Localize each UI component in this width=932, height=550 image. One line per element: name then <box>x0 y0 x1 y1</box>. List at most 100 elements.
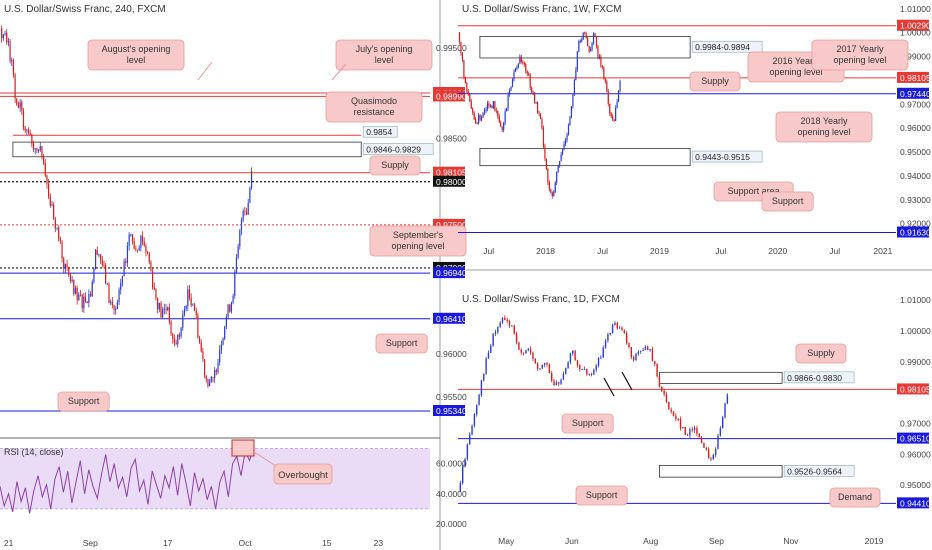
candle-body <box>46 175 48 184</box>
zone-d1-0 <box>659 371 783 384</box>
candle-body <box>58 227 60 240</box>
candle-body <box>621 327 623 331</box>
candle-body <box>103 264 105 266</box>
candle-body <box>89 293 92 297</box>
candle-body <box>2 34 4 39</box>
candle-body <box>593 369 595 375</box>
candle-body <box>536 102 539 113</box>
x-tick-label: Nov <box>783 536 799 546</box>
candle-body <box>566 134 568 141</box>
candle-body <box>198 337 201 343</box>
candle-body <box>518 342 520 350</box>
candle-body <box>619 80 621 91</box>
price-tag: 0.96940 <box>436 268 467 278</box>
candle-body <box>576 360 579 366</box>
candle-body <box>558 382 560 384</box>
candle-body <box>595 365 597 370</box>
candle-body <box>545 158 547 169</box>
candle-body <box>583 368 586 370</box>
candle-body <box>12 60 15 75</box>
candle-body <box>686 434 689 436</box>
candle-body <box>517 63 520 68</box>
chart-title: U.S. Dollar/Swiss Franc, 1W, FXCM <box>462 4 621 15</box>
candle-body <box>69 274 72 282</box>
candle-body <box>480 380 483 395</box>
candle-body <box>538 112 540 114</box>
candle-body <box>602 347 604 358</box>
price-tag-box <box>897 383 929 395</box>
candle-body <box>532 92 534 94</box>
candle-body <box>567 125 570 135</box>
candle-body <box>98 254 100 256</box>
candle-body <box>506 108 508 112</box>
candle-body <box>490 345 492 353</box>
candle-body <box>63 258 65 269</box>
price-tag-box <box>897 226 929 238</box>
candle-body <box>483 110 486 113</box>
candle-body <box>464 459 466 466</box>
candle-body <box>486 103 489 110</box>
candle-body <box>76 287 78 300</box>
zone-d1-1 <box>659 465 783 478</box>
candle-body <box>458 32 461 43</box>
y-tick-label: 1.00000 <box>900 326 931 336</box>
candle-body <box>595 35 598 47</box>
y-tick-label: 0.95000 <box>900 147 931 157</box>
candle-body <box>534 92 536 103</box>
candle-body <box>615 107 617 121</box>
x-tick-label: 21 <box>4 538 14 548</box>
callout-box <box>795 343 847 364</box>
callout-box <box>775 111 873 143</box>
candle-body <box>562 149 564 155</box>
candle-body <box>26 129 28 131</box>
candle-body <box>665 394 668 403</box>
callout-text: 2018 Yearly <box>800 116 848 126</box>
candle-body <box>724 403 726 418</box>
candle-body <box>118 289 120 303</box>
y-tick-label: 0.94000 <box>900 171 931 181</box>
candle-body <box>68 267 70 275</box>
price-tag: 1.00290 <box>900 21 931 31</box>
candle-body <box>203 359 206 376</box>
candle-body <box>53 204 55 220</box>
candle-body <box>506 320 508 322</box>
candle-body <box>177 334 179 345</box>
zone-line-label-box <box>362 125 398 138</box>
candle-body <box>644 346 647 350</box>
y-tick-label: 0.97000 <box>900 419 931 429</box>
candle-body <box>495 110 497 112</box>
arrow-marker <box>603 377 615 397</box>
candle-body <box>473 414 476 426</box>
candle-body <box>544 146 546 159</box>
candle-body <box>710 458 712 460</box>
candle-body <box>579 365 581 370</box>
candle-body <box>242 211 244 220</box>
candle-body <box>597 357 600 366</box>
candle-body <box>575 69 577 81</box>
candle-body <box>106 283 108 285</box>
candle-body <box>146 251 149 254</box>
candles-d1 <box>459 315 729 493</box>
candle-body <box>691 429 693 431</box>
y-tick-label: 0.99000 <box>900 52 931 62</box>
callout-text: 2016 Yearly <box>772 56 820 66</box>
rsi-y-tick: 40.0000 <box>436 489 467 499</box>
candle-body <box>497 110 499 117</box>
candle-body <box>642 349 644 351</box>
candle-body <box>64 263 67 269</box>
candle-body <box>227 304 229 317</box>
candle-body <box>215 370 217 372</box>
y-tick-label: 0.93000 <box>900 195 931 205</box>
candle-body <box>707 449 710 459</box>
candle-body <box>483 373 485 381</box>
candle-body <box>504 317 506 321</box>
candle-body <box>513 71 515 80</box>
y-tick-label: 0.95500 <box>436 392 467 402</box>
candle-body <box>507 94 509 109</box>
callout-text: opening level <box>769 67 822 77</box>
chart-title: U.S. Dollar/Swiss Franc, 1D, FXCM <box>462 294 620 305</box>
candle-body <box>115 309 117 311</box>
price-tag: 0.97440 <box>900 89 931 99</box>
candle-body <box>672 411 675 416</box>
candle-body <box>476 405 478 415</box>
